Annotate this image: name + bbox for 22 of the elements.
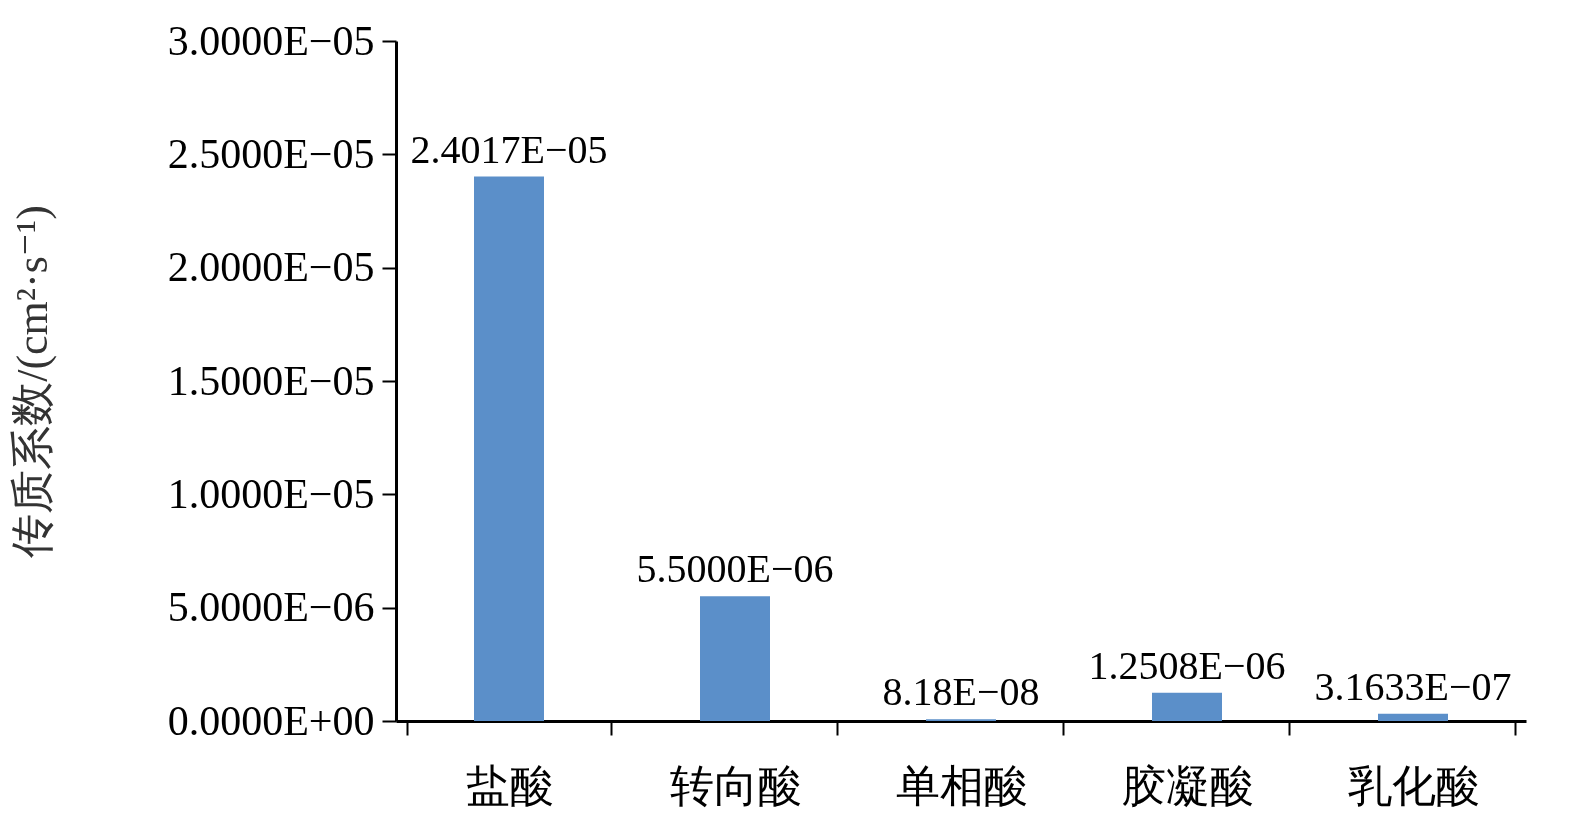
data-label: 5.5000E−06 [636,546,834,592]
x-tick-label: 乳化酸 [1347,761,1480,811]
x-tick-label: 单相酸 [895,761,1028,811]
x-tick-label: 胶凝酸 [1121,761,1254,811]
y-tick-label: 1.0000E−05 [167,470,375,517]
data-label: 1.2508E−06 [1088,642,1286,688]
bar [474,176,544,721]
data-label: 2.4017E−05 [410,126,608,172]
data-label: 8.18E−08 [882,669,1040,715]
x-tick-label: 盐酸 [465,761,554,811]
data-label: 3.1633E−07 [1314,663,1512,709]
y-axis-title: 传质系数/(cm²·s⁻¹) [7,205,57,558]
y-tick-label: 2.5000E−05 [167,130,375,177]
bar [700,596,770,721]
y-tick-label: 3.0000E−05 [167,17,375,64]
y-tick-label: 2.0000E−05 [167,244,375,291]
y-tick-label: 0.0000E+00 [167,697,375,744]
y-tick-label: 5.0000E−06 [167,584,375,631]
bar [1152,692,1222,721]
x-tick-label: 转向酸 [669,761,802,811]
y-tick-label: 1.5000E−05 [167,357,375,404]
bar [1378,713,1448,721]
